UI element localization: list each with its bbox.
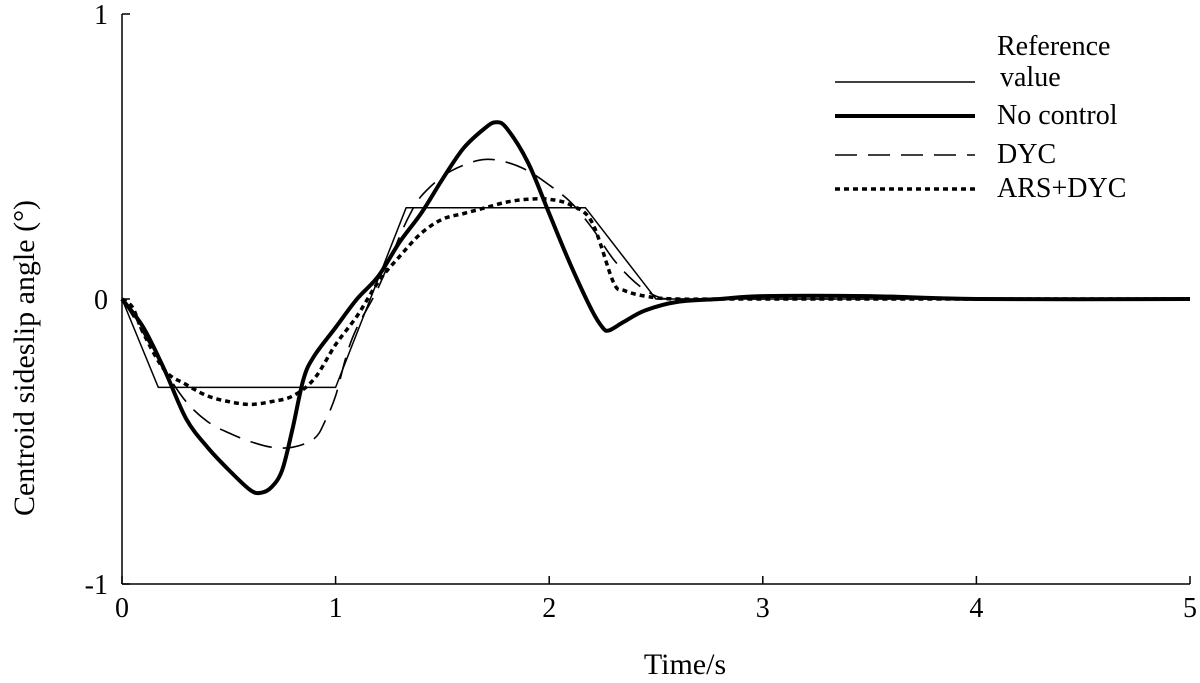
x-tick-label: 2 bbox=[542, 593, 556, 624]
x-tick-label: 5 bbox=[1183, 593, 1197, 624]
x-tick-label: 4 bbox=[969, 593, 983, 624]
legend-label: ARS+DYC bbox=[997, 173, 1126, 204]
x-tick-label: 1 bbox=[329, 593, 343, 624]
legend-label: No control bbox=[997, 100, 1118, 131]
legend-label: Reference bbox=[997, 31, 1110, 62]
y-ticks: -1 0 1 bbox=[85, 0, 130, 601]
series-line-dyc bbox=[121, 158, 1190, 449]
y-tick-label: 0 bbox=[94, 285, 108, 316]
x-tick-label: 3 bbox=[756, 593, 770, 624]
series-line-reference-value bbox=[121, 207, 1190, 389]
x-ticks: 0 1 2 3 4 5 bbox=[115, 576, 1197, 624]
x-tick-label: 0 bbox=[115, 593, 129, 624]
x-axis-label: Time/s bbox=[644, 648, 726, 681]
legend-label: DYC bbox=[997, 139, 1056, 170]
y-tick-label: -1 bbox=[85, 570, 108, 601]
y-tick-label: 1 bbox=[94, 0, 108, 31]
series-line-no-control bbox=[120, 120, 1191, 496]
series-lines bbox=[120, 120, 1191, 496]
y-axis-label: Centroid sideslip angle (°) bbox=[8, 200, 41, 516]
series-line-ars-dyc bbox=[120, 196, 1190, 407]
legend-label: value bbox=[1000, 62, 1061, 93]
